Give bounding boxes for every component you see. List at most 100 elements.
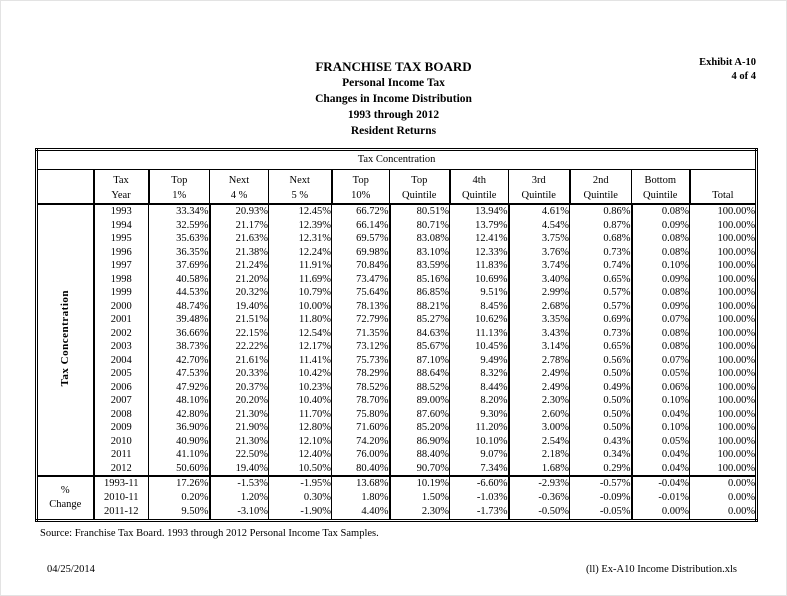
change-value-cell: 1.20% [209, 491, 269, 505]
value-cell: 0.50% [569, 421, 633, 435]
page-subtitle-2: Changes in Income Distribution [315, 93, 472, 105]
period-cell: 2010-11 [93, 491, 149, 505]
value-cell: 33.34% [148, 204, 211, 219]
column-header-line2: 10% [351, 190, 371, 201]
value-cell: 0.86% [569, 204, 633, 219]
table-row: 2012 50.60% 19.40% 10.50% 80.40% 90.70% 7.34% 1… [37, 461, 758, 476]
year-cell: 1995 [93, 232, 149, 246]
column-header-line2: Quintile [583, 190, 618, 201]
value-cell: 0.08% [631, 245, 690, 259]
value-cell: 0.10% [631, 421, 690, 435]
column-header: 2nd Quintile [569, 169, 632, 205]
page-subtitle-1: Personal Income Tax [342, 77, 445, 89]
value-cell: 100.00% [689, 407, 758, 421]
change-value-cell: 17.26% [148, 475, 211, 491]
value-cell: 90.70% [389, 461, 450, 476]
year-cell: 2012 [93, 461, 149, 476]
value-cell: 11.69% [268, 272, 332, 286]
value-cell: 12.41% [449, 232, 510, 246]
value-cell: 0.73% [569, 326, 633, 340]
value-cell: 0.04% [631, 448, 690, 462]
value-cell: 42.80% [148, 407, 211, 421]
value-cell: 2.68% [508, 299, 570, 313]
value-cell: 44.53% [148, 286, 211, 300]
value-cell: 9.51% [449, 286, 510, 300]
value-cell: 8.32% [449, 367, 510, 381]
value-cell: 10.62% [449, 313, 510, 327]
value-cell: 2.30% [508, 394, 570, 408]
value-cell: 0.73% [569, 245, 633, 259]
column-header-line1: 2nd [592, 175, 609, 186]
table-caption-row: Tax Concentration [36, 149, 757, 170]
value-cell: 47.92% [148, 380, 211, 394]
value-cell: 0.56% [569, 353, 633, 367]
change-value-cell: 13.68% [331, 475, 391, 491]
value-cell: 22.15% [209, 326, 269, 340]
value-cell: 0.08% [631, 326, 690, 340]
year-cell: 2009 [93, 421, 149, 435]
value-cell: 100.00% [689, 461, 758, 476]
value-cell: 0.09% [631, 272, 690, 286]
value-cell: 75.80% [331, 407, 391, 421]
change-value-cell: 0.00% [689, 475, 758, 491]
value-cell: 21.90% [209, 421, 269, 435]
value-cell: 80.51% [389, 204, 450, 219]
value-cell: 88.21% [389, 299, 450, 313]
column-header-line2: Quintile [402, 190, 437, 201]
value-cell: 0.87% [569, 218, 633, 232]
value-cell: 3.40% [508, 272, 570, 286]
column-header-line1: Next [228, 175, 250, 186]
column-header-line2: Total [712, 190, 734, 201]
value-cell: 85.27% [389, 313, 450, 327]
value-cell: 11.83% [449, 259, 510, 273]
value-cell: 10.10% [449, 434, 510, 448]
column-header-line1: Top [352, 175, 369, 186]
value-cell: 38.73% [148, 340, 211, 354]
column-header-line2: Quintile [643, 190, 678, 201]
value-cell: 78.52% [331, 380, 391, 394]
value-cell: 12.54% [268, 326, 332, 340]
value-cell: 100.00% [689, 448, 758, 462]
value-cell: 74.20% [331, 434, 391, 448]
side-label-cell: Tax Concentration [36, 204, 95, 476]
value-cell: 0.50% [569, 407, 633, 421]
value-cell: 11.70% [268, 407, 332, 421]
value-cell: 2.49% [508, 367, 570, 381]
column-header-line1: Top [411, 175, 428, 186]
value-cell: 22.50% [209, 448, 269, 462]
side-label: Tax Concentration [59, 290, 72, 387]
value-cell: 10.79% [268, 286, 332, 300]
column-header: Bottom Quintile [631, 169, 691, 205]
value-cell: 9.49% [449, 353, 510, 367]
column-header-line1: Tax [113, 175, 129, 186]
value-cell: 78.70% [331, 394, 391, 408]
value-cell: 66.14% [331, 218, 391, 232]
value-cell: 72.79% [331, 313, 391, 327]
source-note: Source: Franchise Tax Board. 1993 throug… [40, 528, 379, 539]
value-cell: 8.45% [449, 299, 510, 313]
period-cell: 1993-11 [93, 475, 149, 491]
value-cell: 75.73% [331, 353, 391, 367]
value-cell: 21.20% [209, 272, 269, 286]
table-row: 1997 37.69% 21.24% 11.91% 70.84% 83.59% 11.83%… [37, 259, 758, 273]
value-cell: 0.04% [631, 461, 690, 476]
value-cell: 3.00% [508, 421, 570, 435]
value-cell: 20.33% [209, 367, 269, 381]
year-cell: 2006 [93, 380, 149, 394]
value-cell: 2.78% [508, 353, 570, 367]
value-cell: 48.10% [148, 394, 211, 408]
table-header-row: Tax Year Top 1% Next 4 % Next 5 % Top 10% Top Quint… [36, 169, 757, 205]
value-cell: 69.57% [331, 232, 391, 246]
value-cell: 0.08% [631, 340, 690, 354]
value-cell: 69.98% [331, 245, 391, 259]
value-cell: 12.33% [449, 245, 510, 259]
value-cell: 0.10% [631, 259, 690, 273]
column-header: Next 5 % [268, 169, 333, 205]
column-header-line1: 4th [472, 175, 486, 186]
value-cell: 80.71% [389, 218, 450, 232]
value-cell: 20.20% [209, 394, 269, 408]
value-cell: 40.58% [148, 272, 211, 286]
value-cell: 12.24% [268, 245, 332, 259]
value-cell: 100.00% [689, 340, 758, 354]
